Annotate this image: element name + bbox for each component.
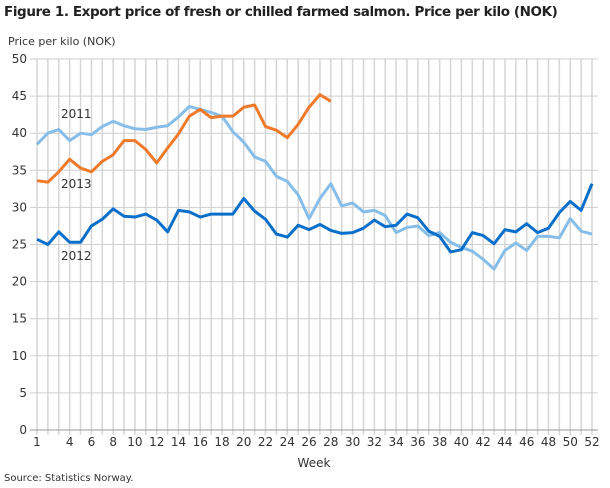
x-tick-label: 12: [149, 435, 164, 449]
x-tick-label: 46: [519, 435, 534, 449]
x-tick-label: 38: [432, 435, 447, 449]
y-tick-label: 10: [12, 349, 27, 363]
series-line-2012: [36, 183, 594, 254]
series-label-2011: 2011: [61, 107, 92, 121]
y-tick-label: 40: [12, 126, 27, 140]
y-tick-label: 25: [12, 238, 27, 252]
x-tick-label: 24: [280, 435, 295, 449]
x-tick-label: 26: [301, 435, 316, 449]
x-tick-label: 16: [193, 435, 208, 449]
chart-title: Figure 1. Export price of fresh or chill…: [4, 4, 558, 20]
x-tick-label: 50: [563, 435, 578, 449]
x-tick-label: 34: [388, 435, 403, 449]
x-tick-label: 4: [66, 435, 74, 449]
series-label-2012: 2012: [61, 249, 92, 263]
series-line-2011: [35, 104, 593, 271]
x-tick-label: 1: [33, 435, 41, 449]
source-note: Source: Statistics Norway.: [4, 473, 134, 484]
x-tick-label: 44: [497, 435, 512, 449]
x-tick-label: 52: [584, 435, 599, 449]
x-tick-label: 42: [476, 435, 491, 449]
x-axis-label: Week: [298, 456, 331, 470]
x-tick-label: 8: [109, 435, 117, 449]
x-tick-label: 40: [454, 435, 469, 449]
x-tick-label: 32: [367, 435, 382, 449]
y-axis-label: Price per kilo (NOK): [8, 35, 116, 48]
x-tick-label: 48: [541, 435, 556, 449]
y-tick-label: 5: [19, 386, 27, 400]
x-tick-label: 14: [171, 435, 186, 449]
x-tick-label: 6: [88, 435, 96, 449]
x-tick-label: 10: [127, 435, 142, 449]
y-tick-label: 50: [12, 52, 27, 66]
y-tick-label: 15: [12, 312, 27, 326]
x-tick-label: 36: [410, 435, 425, 449]
y-tick-label: 20: [12, 275, 27, 289]
y-tick-label: 30: [12, 200, 27, 214]
x-tick-label: 22: [258, 435, 273, 449]
y-tick-label: 35: [12, 163, 27, 177]
x-tick-label: 28: [323, 435, 338, 449]
y-tick-label: 45: [12, 89, 27, 103]
y-tick-label: 0: [19, 423, 27, 437]
x-tick-label: 20: [236, 435, 251, 449]
series-label-2013: 2013: [61, 177, 92, 191]
x-tick-label: 30: [345, 435, 360, 449]
series-line-2013: [36, 93, 332, 184]
x-tick-label: 18: [214, 435, 229, 449]
